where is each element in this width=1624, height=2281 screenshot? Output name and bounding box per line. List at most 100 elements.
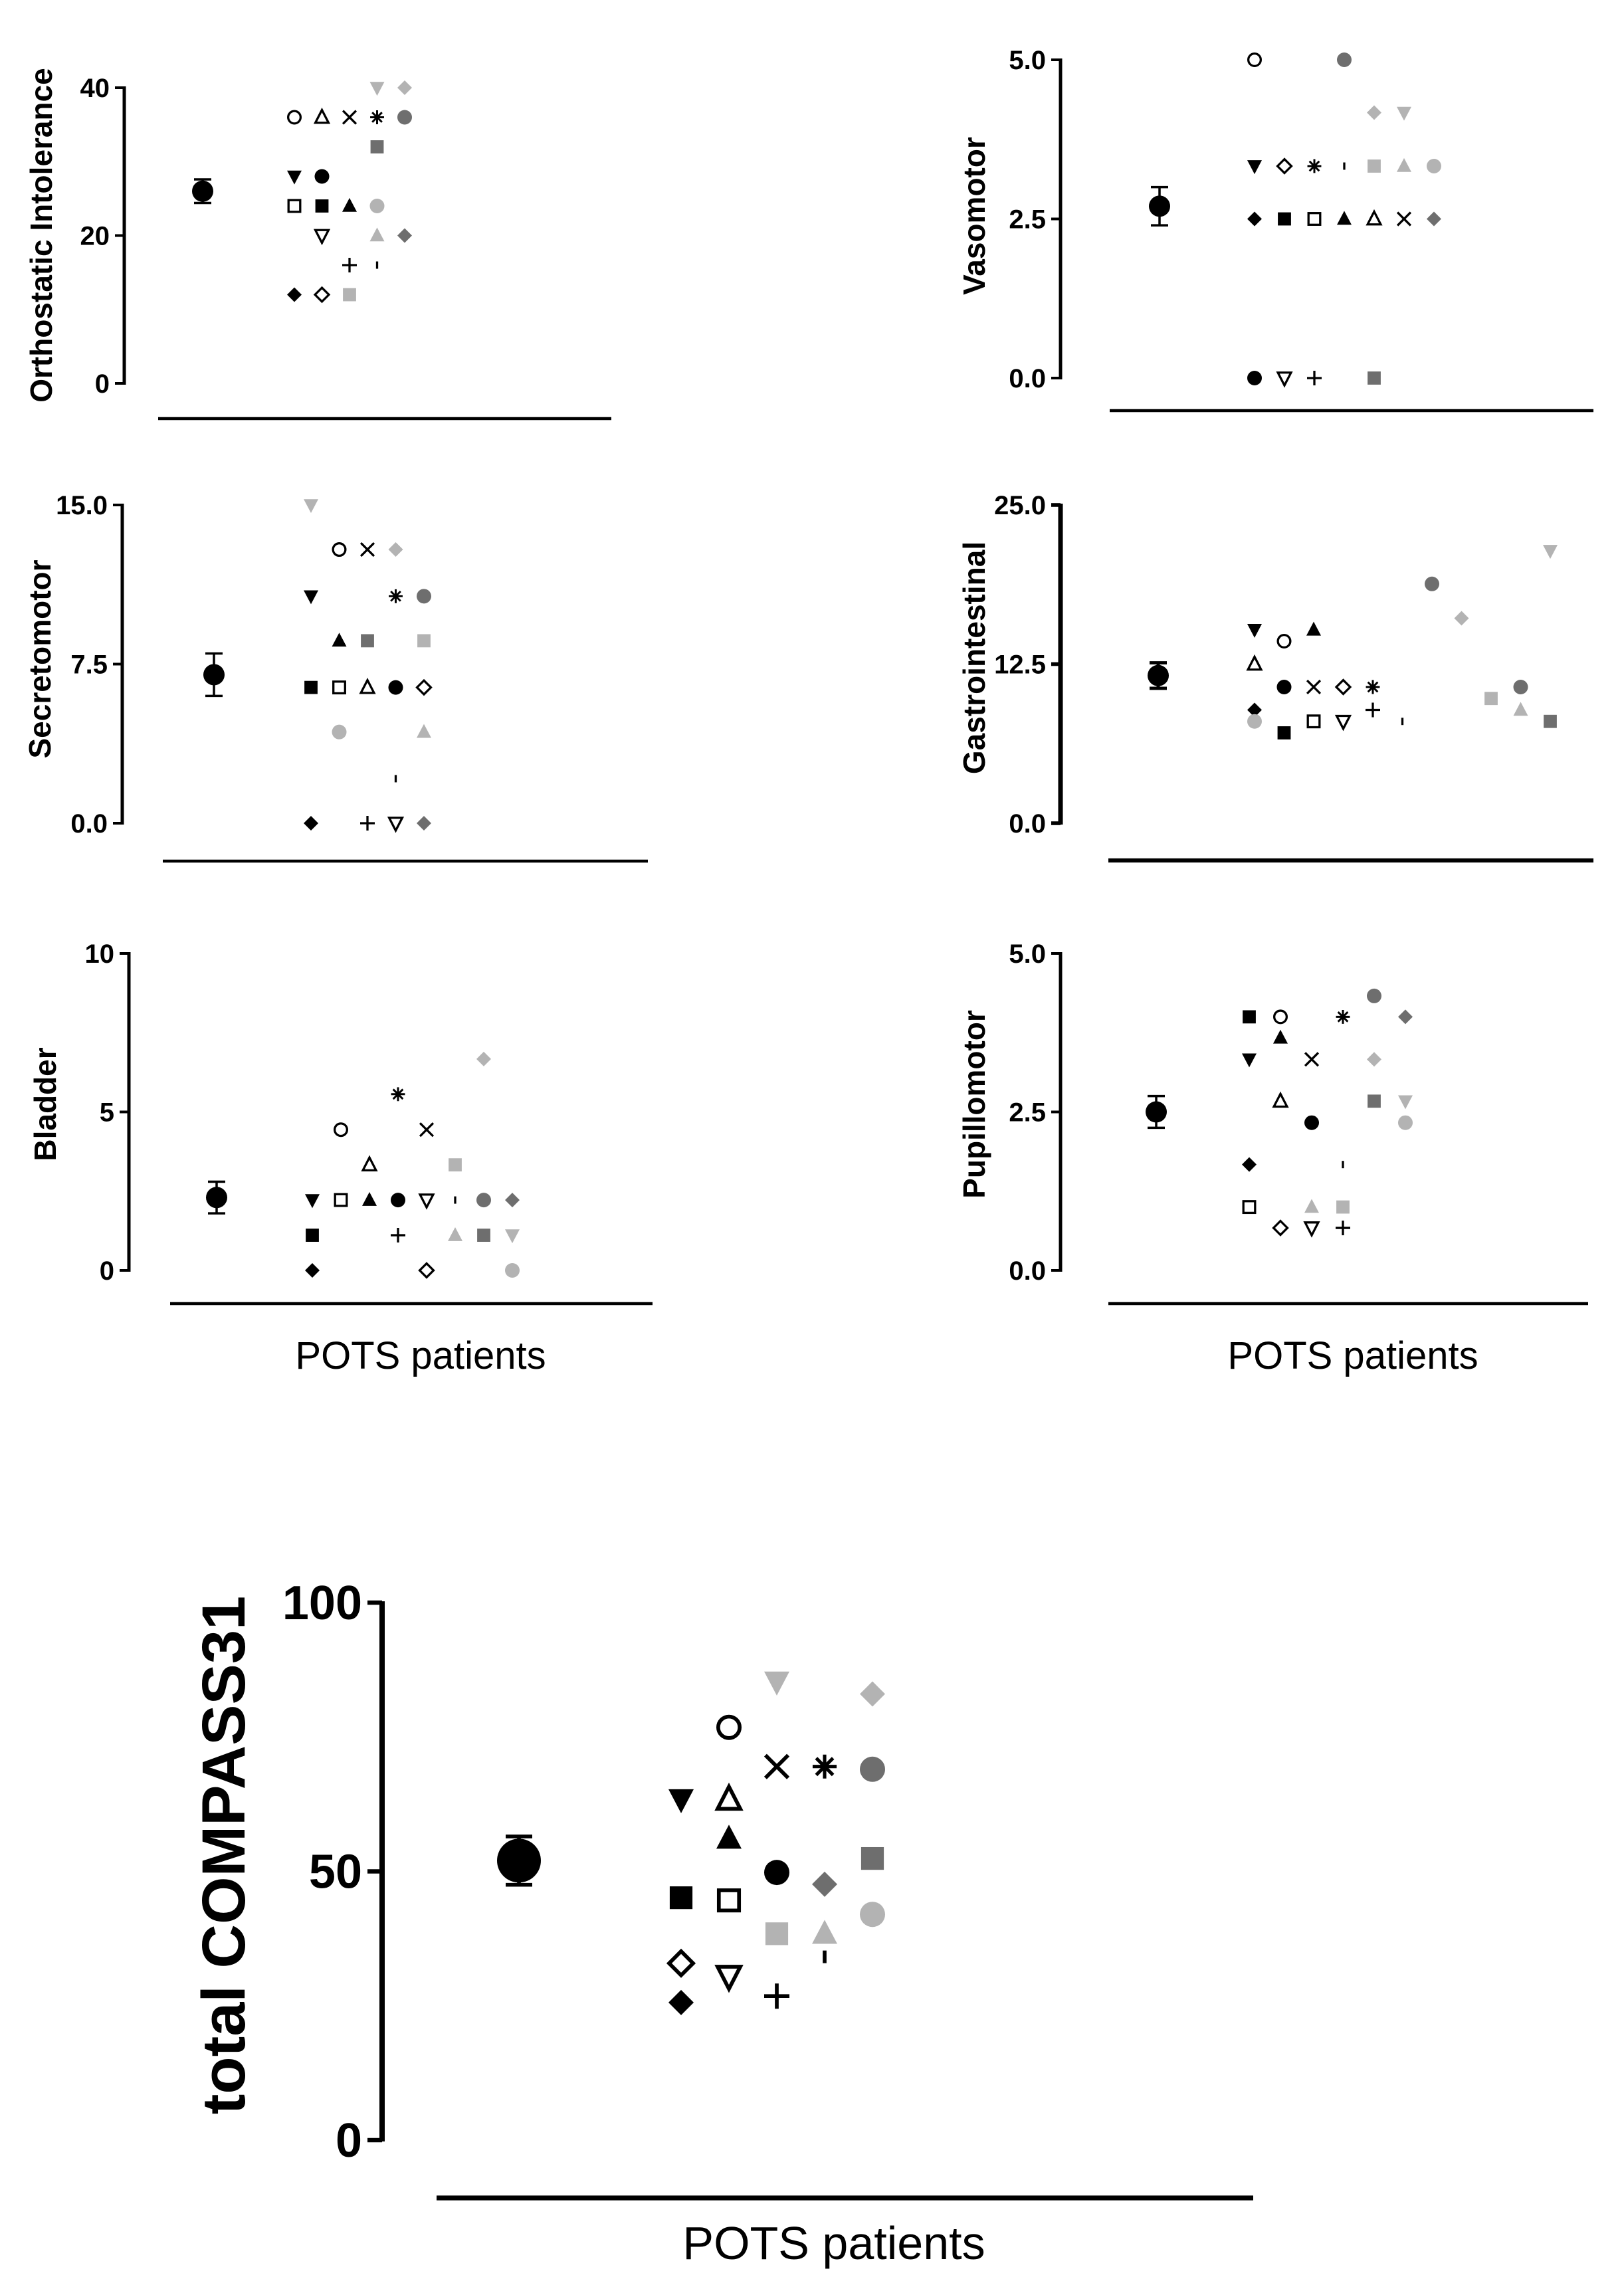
data-point-circle	[397, 110, 412, 125]
data-point-circle	[417, 589, 431, 604]
data-point-triangle	[369, 227, 385, 242]
data-point-circle-open	[286, 110, 302, 125]
data-point-asterisk	[812, 1754, 837, 1779]
data-point-square-open	[334, 1193, 348, 1207]
data-point-circle	[1425, 576, 1439, 591]
data-point-diamond	[1367, 1052, 1381, 1067]
data-point-circle	[369, 199, 385, 213]
data-point-square	[1368, 159, 1381, 173]
panel-orthostatic: Orthostatic Intolerance 0 20 40	[24, 68, 611, 421]
data-point-square-open	[287, 199, 302, 213]
data-point-triangle-down	[305, 1194, 320, 1209]
data-point-circle-open	[716, 1714, 742, 1740]
data-point-square	[370, 140, 384, 153]
data-point-triangle-open	[1272, 1091, 1289, 1108]
data-point-plus	[764, 1983, 789, 2009]
y-tick-label: 0	[336, 2114, 362, 2167]
data-point-diamond-open	[415, 678, 433, 696]
xlabel-bladder: POTS patients	[295, 1334, 546, 1377]
data-point-triangle	[716, 1825, 742, 1849]
y-tick-label: 0.0	[1009, 1256, 1046, 1286]
y-tick-label: 0	[95, 369, 110, 399]
data-point-square	[1277, 726, 1291, 740]
data-point-diamond	[1427, 211, 1441, 227]
data-point-circle-open	[1273, 1009, 1288, 1025]
data-point-diamond	[304, 816, 318, 831]
xlabel-total: POTS patients	[682, 2217, 985, 2269]
data-point-circle	[1247, 714, 1262, 729]
data-point-square	[361, 634, 374, 648]
y-tick-label: 5.0	[1009, 46, 1046, 75]
ylabel-pupillomotor: Pupillomotor	[957, 1010, 991, 1199]
data-point-triangle	[342, 197, 357, 212]
data-point-triangle-down	[304, 499, 318, 514]
data-point-triangle-down	[369, 82, 385, 96]
data-point-square-open	[1307, 212, 1322, 226]
y-tick-label: 25.0	[994, 491, 1046, 520]
panel-pupillomotor: Pupillomotor POTS patients 0.0 2.5 5.0	[957, 940, 1588, 1377]
data-point-square	[1368, 1094, 1381, 1108]
data-point-diamond-open	[1276, 157, 1293, 175]
data-point-circle-open	[1247, 52, 1263, 68]
data-point-circle	[505, 1263, 520, 1278]
y-tick-label: 40	[80, 74, 110, 103]
data-point-diamond-open	[1334, 678, 1352, 696]
data-point-square	[1544, 714, 1557, 728]
data-point-asterisk	[1336, 1009, 1350, 1024]
data-point-square	[417, 634, 431, 648]
data-point-square	[669, 1886, 693, 1910]
data-point-circle	[1513, 679, 1528, 694]
panel-bladder: Bladder POTS patients 0 5 10	[28, 940, 653, 1377]
data-point-x	[1396, 211, 1412, 227]
data-point-x	[1304, 1052, 1320, 1067]
mean-marker	[1149, 195, 1170, 217]
data-point-plus	[1366, 702, 1380, 718]
data-point-square-open	[716, 1888, 742, 1913]
panel-total: total COMPASS31 POTS patients 0 50 100	[190, 1577, 1253, 2269]
y-tick-label: 2.5	[1009, 205, 1046, 235]
data-point-diamond	[1247, 211, 1262, 227]
data-point-square	[1368, 371, 1381, 385]
data-point-diamond	[505, 1193, 520, 1208]
data-point-triangle-down	[1242, 1053, 1257, 1068]
data-point-triangle	[1273, 1029, 1288, 1044]
ylabel-total: total COMPASS31	[190, 1596, 258, 2114]
data-point-square-open	[1306, 714, 1321, 729]
data-point-triangle	[1337, 211, 1352, 225]
data-point-circle	[1427, 158, 1441, 173]
data-point-plus	[391, 1228, 405, 1243]
data-point-circle	[860, 1902, 885, 1928]
panel-secretomotor: Secretomotor 0.0 7.5 15.0	[23, 491, 648, 863]
data-point-circle	[314, 169, 330, 184]
data-point-triangle-down-open	[418, 1193, 435, 1210]
data-point-triangle-down	[764, 1671, 789, 1696]
data-point-triangle	[1513, 702, 1528, 716]
data-point-triangle-open	[714, 1782, 744, 1811]
data-point-triangle-down	[287, 170, 302, 185]
data-point-triangle-down	[505, 1229, 520, 1244]
ylabel-vasomotor: Vasomotor	[957, 137, 991, 295]
data-point-asterisk	[1366, 680, 1380, 694]
ylabel-bladder: Bladder	[28, 1047, 62, 1161]
data-point-circle	[1337, 52, 1352, 67]
data-point-diamond-open	[418, 1262, 435, 1279]
data-point-diamond	[305, 1263, 320, 1278]
y-tick-label: 0.0	[70, 809, 108, 839]
data-point-triangle-open	[313, 107, 331, 124]
mean-marker	[497, 1838, 541, 1883]
data-point-plus	[360, 816, 375, 831]
data-point-diamond	[1247, 702, 1262, 718]
y-tick-label: 0	[100, 1256, 114, 1286]
data-point-diamond	[1398, 1009, 1413, 1025]
data-point-diamond	[388, 542, 403, 557]
y-tick-label: 20	[80, 222, 110, 251]
data-point-triangle	[417, 724, 431, 738]
data-point-triangle	[448, 1227, 462, 1241]
panel-vasomotor: Vasomotor 0.0 2.5 5.0	[957, 46, 1593, 413]
ylabel-orthostatic: Orthostatic Intolerance	[24, 68, 58, 403]
data-point-circle	[332, 724, 347, 740]
data-point-circle	[1367, 988, 1381, 1003]
data-point-square	[315, 199, 329, 213]
y-tick-label: 5	[100, 1098, 114, 1128]
